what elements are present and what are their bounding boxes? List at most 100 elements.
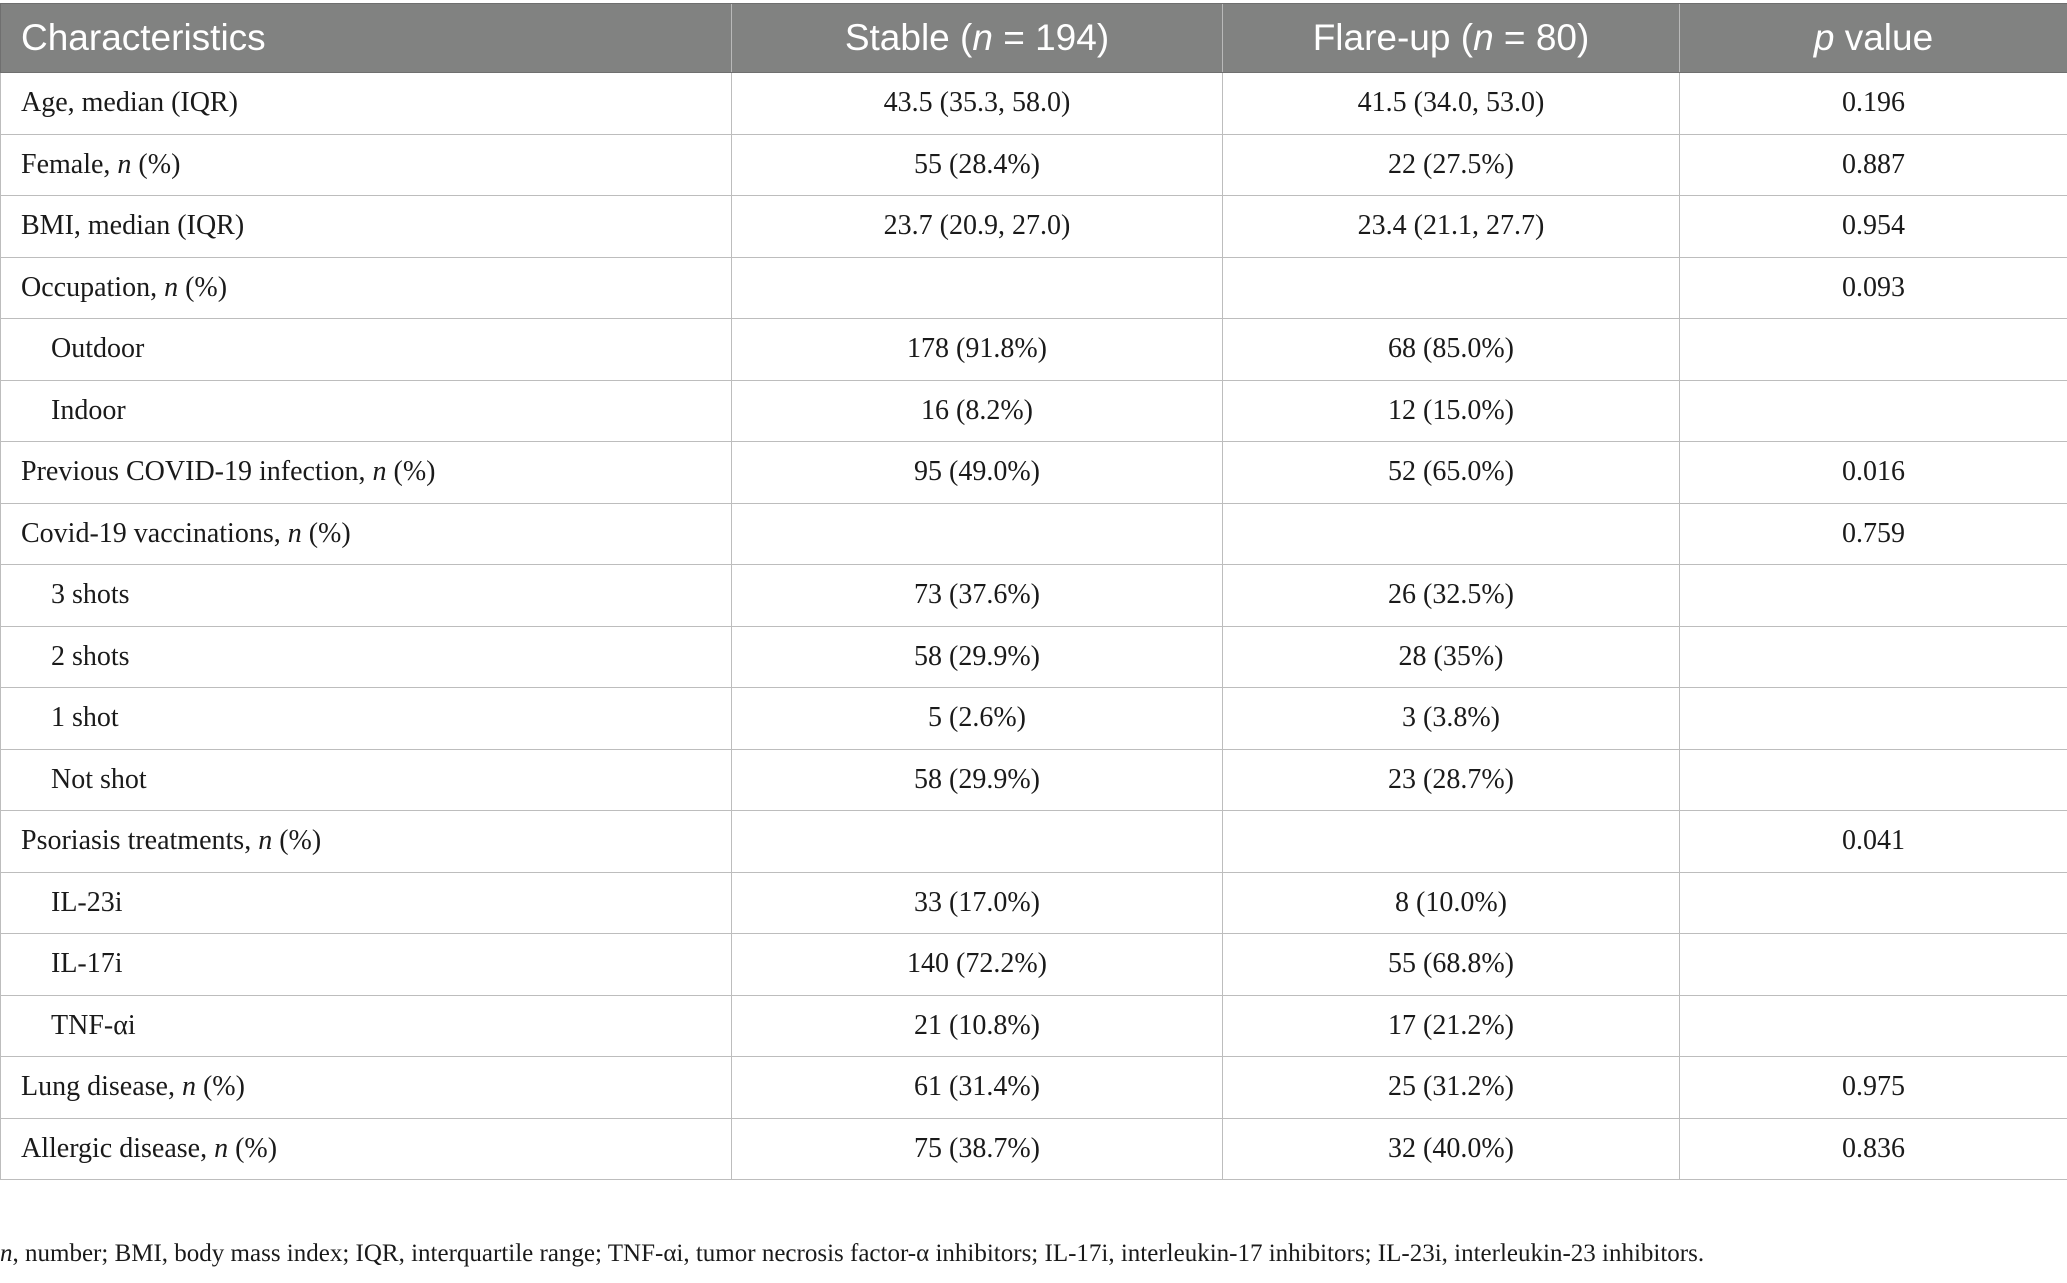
row-label-n: n (287, 517, 302, 549)
stable-value-cell: 16 (8.2%) (731, 379, 1223, 442)
row-label-n: n (372, 456, 387, 488)
p-value-cell (1679, 687, 2067, 750)
stable-value-cell: 140 (72.2%) (731, 933, 1223, 996)
row-label-text: Allergic disease, (21, 1132, 215, 1164)
flare-up-value-cell: 17 (21.2%) (1222, 994, 1680, 1057)
table-row: BMI, median (IQR) 23.7 (20.9, 27.0) 23.4 (… (0, 195, 2067, 258)
row-label: Outdoor (0, 318, 732, 381)
table-row: 1 shot 5 (2.6%) 3 (3.8%) (0, 687, 2067, 750)
row-label-n: n (164, 271, 179, 303)
stable-value-cell: 55 (28.4%) (731, 133, 1223, 196)
p-value-cell: 0.196 (1679, 72, 2067, 135)
flare-up-value-cell: 32 (40.0%) (1222, 1117, 1680, 1180)
header-flare-prefix: Flare-up ( (1312, 17, 1474, 58)
flare-up-value-cell: 25 (31.2%) (1222, 1056, 1680, 1119)
row-label: TNF-αi (0, 994, 732, 1057)
table-body: Age, median (IQR) 43.5 (35.3, 58.0) 41.5 (… (0, 72, 2067, 1180)
header-stable-suffix: = 194) (992, 17, 1110, 58)
row-label: Not shot (0, 748, 732, 811)
p-value-cell: 0.093 (1679, 256, 2067, 319)
stable-value-cell: 73 (37.6%) (731, 564, 1223, 627)
flare-up-value-cell (1222, 810, 1680, 873)
flare-up-value-cell: 22 (27.5%) (1222, 133, 1680, 196)
row-label-suffix: (%) (228, 1132, 278, 1164)
p-value-cell (1679, 748, 2067, 811)
flare-up-value-cell: 55 (68.8%) (1222, 933, 1680, 996)
p-value-cell: 0.836 (1679, 1117, 2067, 1180)
row-label-text: Occupation, (21, 271, 165, 303)
row-label: Age, median (IQR) (0, 72, 732, 135)
p-value-cell: 0.041 (1679, 810, 2067, 873)
header-row: Characteristics Stable (n = 194) Flare-u… (0, 3, 2067, 73)
footnote-n: n (0, 1240, 13, 1267)
flare-up-value-cell: 3 (3.8%) (1222, 687, 1680, 750)
stable-value-cell: 43.5 (35.3, 58.0) (731, 72, 1223, 135)
row-label-suffix: (%) (178, 271, 228, 303)
row-label: Previous COVID-19 infection, n (%) (0, 441, 732, 504)
row-label-n: n (258, 825, 273, 857)
row-label: IL-17i (0, 933, 732, 996)
table-row: Allergic disease, n (%) 75 (38.7%) 32 (40.… (0, 1117, 2067, 1180)
table-row: IL-17i 140 (72.2%) 55 (68.8%) (0, 933, 2067, 996)
flare-up-value-cell: 28 (35%) (1222, 625, 1680, 688)
header-flare-up: Flare-up (n = 80) (1222, 3, 1680, 73)
characteristics-table: Characteristics Stable (n = 194) Flare-u… (0, 3, 2067, 1180)
table-row: Female, n (%) 55 (28.4%) 22 (27.5%) 0.887 (0, 133, 2067, 196)
header-p-suffix: value (1834, 17, 1934, 58)
row-label: 3 shots (0, 564, 732, 627)
row-label-text: Lung disease, (21, 1071, 182, 1103)
row-label: Covid-19 vaccinations, n (%) (0, 502, 732, 565)
p-value-cell (1679, 564, 2067, 627)
row-label: BMI, median (IQR) (0, 195, 732, 258)
row-label-text: Previous COVID-19 infection, (21, 456, 373, 488)
p-value-cell: 0.975 (1679, 1056, 2067, 1119)
footnote-text: , number; BMI, body mass index; IQR, int… (12, 1240, 1705, 1267)
flare-up-value-cell: 8 (10.0%) (1222, 871, 1680, 934)
p-value-cell (1679, 871, 2067, 934)
stable-value-cell: 61 (31.4%) (731, 1056, 1223, 1119)
row-label-n: n (214, 1132, 229, 1164)
row-label: Occupation, n (%) (0, 256, 732, 319)
flare-up-value-cell (1222, 256, 1680, 319)
p-value-cell: 0.954 (1679, 195, 2067, 258)
table-row: Previous COVID-19 infection, n (%) 95 (49… (0, 441, 2067, 504)
table-row: Not shot 58 (29.9%) 23 (28.7%) (0, 748, 2067, 811)
flare-up-value-cell: 12 (15.0%) (1222, 379, 1680, 442)
stable-value-cell: 58 (29.9%) (731, 748, 1223, 811)
stable-value-cell: 33 (17.0%) (731, 871, 1223, 934)
table-footnote: n, number; BMI, body mass index; IQR, in… (0, 1240, 1704, 1268)
flare-up-value-cell: 52 (65.0%) (1222, 441, 1680, 504)
header-p-italic: p (1813, 17, 1835, 58)
p-value-cell (1679, 379, 2067, 442)
header-stable-n: n (972, 17, 993, 58)
row-label-text: Female, (21, 148, 118, 180)
table-row: Covid-19 vaccinations, n (%) 0.759 (0, 502, 2067, 565)
table-row: 2 shots 58 (29.9%) 28 (35%) (0, 625, 2067, 688)
header-p-value: p value (1679, 3, 2067, 73)
row-label: 2 shots (0, 625, 732, 688)
row-label-text: Psoriasis treatments, (21, 825, 259, 857)
row-label-n: n (117, 148, 132, 180)
flare-up-value-cell (1222, 502, 1680, 565)
row-label: Lung disease, n (%) (0, 1056, 732, 1119)
row-label-suffix: (%) (131, 148, 181, 180)
stable-value-cell: 58 (29.9%) (731, 625, 1223, 688)
stable-value-cell (731, 810, 1223, 873)
table-row: 3 shots 73 (37.6%) 26 (32.5%) (0, 564, 2067, 627)
row-label-suffix: (%) (272, 825, 322, 857)
stable-value-cell (731, 502, 1223, 565)
table-row: TNF-αi 21 (10.8%) 17 (21.2%) (0, 994, 2067, 1057)
header-flare-n: n (1473, 17, 1494, 58)
row-label: IL-23i (0, 871, 732, 934)
table-row: Indoor 16 (8.2%) 12 (15.0%) (0, 379, 2067, 442)
p-value-cell (1679, 318, 2067, 381)
table-header: Characteristics Stable (n = 194) Flare-u… (0, 3, 2067, 73)
header-flare-suffix: = 80) (1493, 17, 1590, 58)
p-value-cell: 0.887 (1679, 133, 2067, 196)
flare-up-value-cell: 23 (28.7%) (1222, 748, 1680, 811)
flare-up-value-cell: 23.4 (21.1, 27.7) (1222, 195, 1680, 258)
stable-value-cell: 5 (2.6%) (731, 687, 1223, 750)
stable-value-cell: 75 (38.7%) (731, 1117, 1223, 1180)
characteristics-table-container: Characteristics Stable (n = 194) Flare-u… (0, 3, 2067, 1180)
row-label-suffix: (%) (301, 517, 351, 549)
